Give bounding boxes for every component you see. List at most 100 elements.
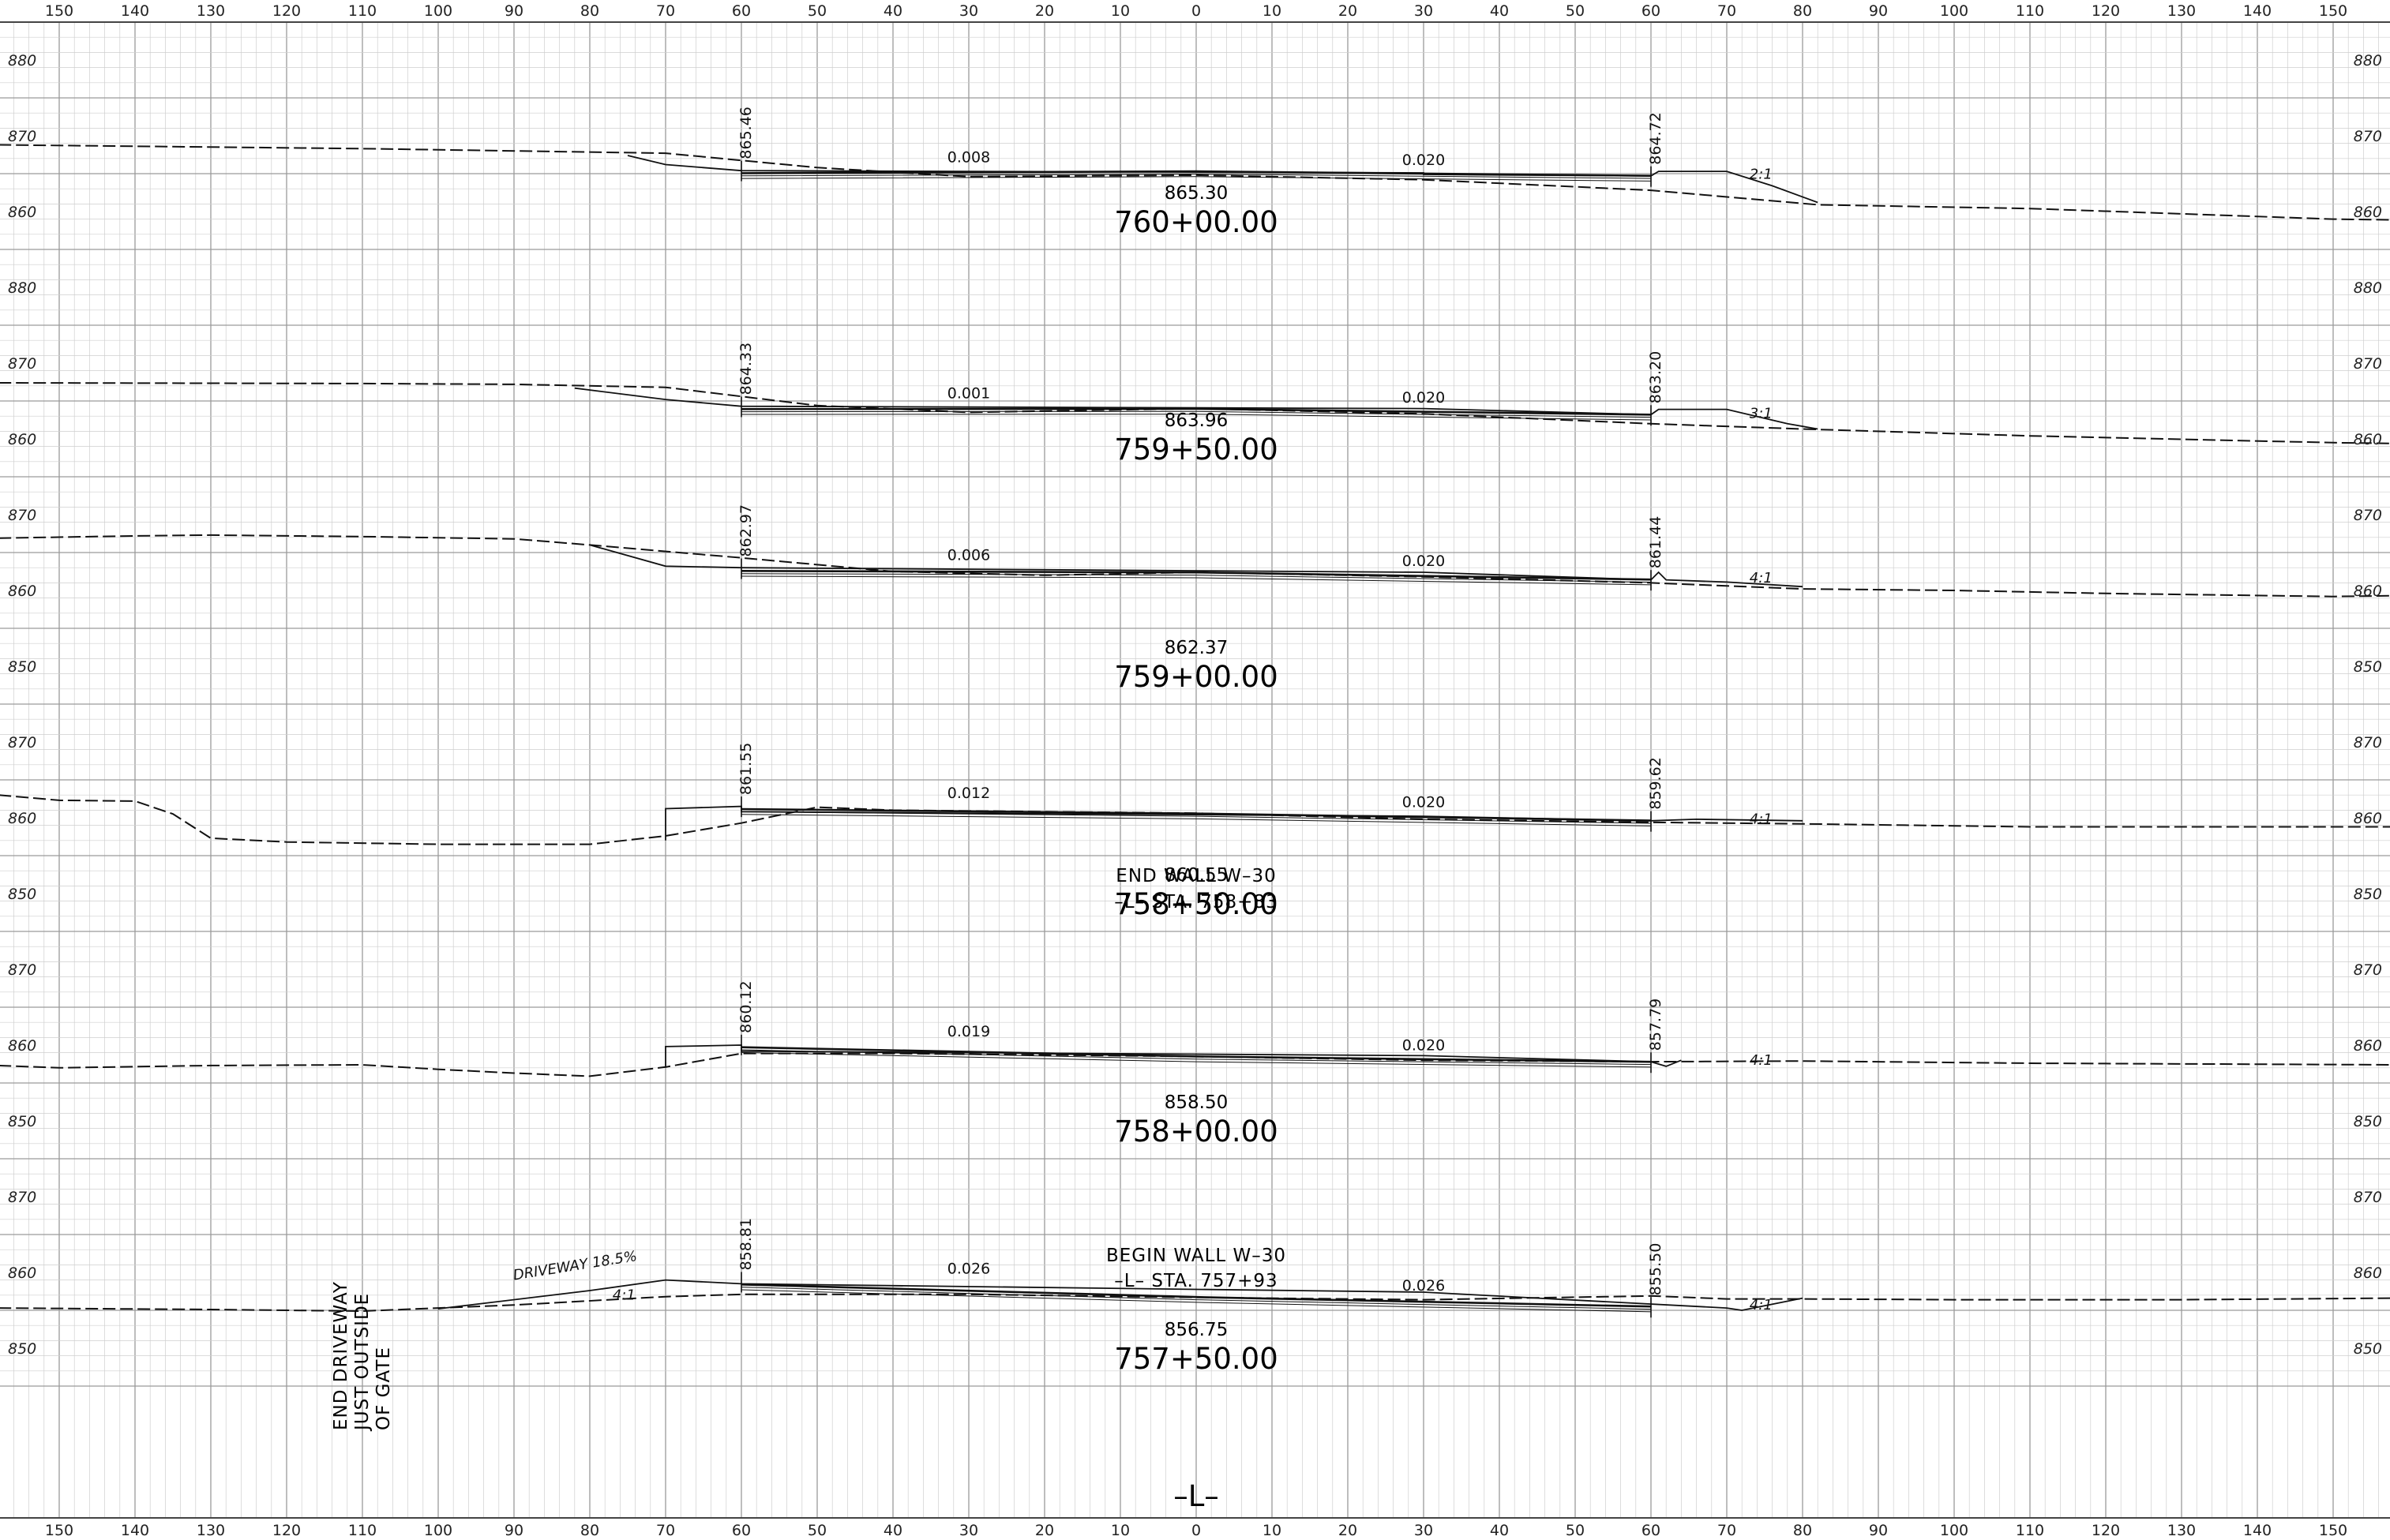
elevation-label-left: 860	[8, 431, 36, 448]
offset-tick-top: 10	[1111, 2, 1130, 20]
pavement-layer	[741, 814, 1652, 826]
offset-tick-bottom: 30	[959, 1522, 978, 1539]
offset-tick-bottom: 120	[272, 1522, 301, 1539]
station-label: 759+00.00	[1114, 660, 1278, 694]
centerline-grade: 865.30	[1165, 183, 1228, 204]
right-cross-slope: 0.020	[1402, 152, 1445, 169]
side-slope-ratio: 4:1	[1750, 570, 1773, 586]
side-slope-ratio: 2:1	[1750, 167, 1773, 183]
pavement-layer	[741, 575, 1652, 586]
centerline-label: –L–	[1173, 1479, 1219, 1513]
side-slope-ratio: 4:1	[1750, 1297, 1773, 1313]
offset-tick-bottom: 110	[348, 1522, 377, 1539]
offset-tick-top: 140	[2243, 2, 2272, 20]
elevation-label-left: 860	[8, 1265, 36, 1282]
elevation-label-right: 870	[2354, 961, 2382, 979]
side-slope-ratio: 4:1	[1750, 1052, 1773, 1069]
offset-tick-top: 40	[884, 2, 902, 20]
elevation-label-right: 870	[2354, 128, 2382, 145]
offset-tick-top: 10	[1263, 2, 1281, 20]
elevation-label-left: 880	[8, 52, 36, 69]
left-edge-grade: 858.81	[737, 1218, 755, 1270]
offset-tick-bottom: 20	[1035, 1522, 1054, 1539]
offset-tick-top: 20	[1338, 2, 1357, 20]
offset-tick-top: 70	[656, 2, 675, 20]
pavement-layer	[741, 569, 1652, 581]
end-driveway-line1: END DRIVEWAY	[331, 1281, 351, 1430]
offset-tick-bottom: 60	[732, 1522, 751, 1539]
offset-tick-top: 60	[1641, 2, 1660, 20]
offset-tick-top: 20	[1035, 2, 1054, 20]
pavement-layer	[741, 1051, 1652, 1068]
offset-tick-bottom: 100	[1940, 1522, 1968, 1539]
pavement-layer	[741, 1283, 1652, 1308]
elevation-label-right: 850	[2354, 658, 2382, 676]
elevation-label-left: 860	[8, 1037, 36, 1055]
elevation-label-left: 870	[8, 128, 36, 145]
offset-tick-top: 120	[272, 2, 301, 20]
pavement-layer	[741, 170, 1652, 177]
elevation-label-right: 860	[2354, 431, 2382, 448]
elevation-label-left: 850	[8, 658, 36, 676]
section-labels: 880 880 870 870 860 860 865.46 864.72 0.008 0.020…	[8, 52, 2382, 1376]
elevation-label-right: 860	[2354, 204, 2382, 221]
end-wall-note: END WALL W–30 –L– STA. 758+83	[1114, 866, 1277, 912]
pavement-layer	[741, 811, 1652, 824]
station-label: 759+50.00	[1114, 433, 1278, 466]
left-edge-grade: 862.97	[737, 504, 755, 556]
offset-tick-top: 30	[1414, 2, 1433, 20]
profile-lines	[0, 144, 2390, 1318]
offset-tick-bottom: 10	[1263, 1522, 1281, 1539]
driveway-grade: DRIVEWAY 18.5%	[512, 1248, 638, 1284]
left-cross-slope: 0.008	[947, 149, 990, 167]
end-driveway-note: END DRIVEWAY JUST OUTSIDE OF GATE	[331, 1281, 394, 1432]
offset-tick-bottom: 40	[1490, 1522, 1509, 1539]
elevation-label-left: 860	[8, 204, 36, 221]
existing-ground-line	[0, 534, 2390, 598]
elevation-label-left: 850	[8, 1113, 36, 1130]
elevation-label-left: 870	[8, 734, 36, 751]
offset-tick-bottom: 80	[580, 1522, 599, 1539]
side-slope-ratio: 4:1	[1750, 811, 1773, 828]
axis-labels: 1501501401401301301201201101101001009090…	[45, 2, 2347, 1539]
offset-tick-top: 80	[1793, 2, 1812, 20]
pavement-layer	[741, 1289, 1652, 1313]
right-cross-slope: 0.026	[1402, 1277, 1445, 1295]
existing-ground-line	[0, 144, 2390, 221]
offset-tick-bottom: 80	[1793, 1522, 1812, 1539]
driveway-side-slope: 4:1	[613, 1287, 636, 1304]
centerline-grade: 856.75	[1165, 1320, 1228, 1340]
right-cross-slope: 0.020	[1402, 389, 1445, 407]
pavement-layer	[741, 1049, 1652, 1066]
offset-tick-top: 110	[2016, 2, 2044, 20]
offset-tick-top: 30	[959, 2, 978, 20]
elevation-label-right: 860	[2354, 583, 2382, 600]
offset-tick-bottom: 100	[424, 1522, 452, 1539]
offset-tick-top: 60	[732, 2, 751, 20]
elevation-label-left: 870	[8, 961, 36, 979]
centerline-grade: 860.55	[1165, 865, 1228, 886]
right-edge-grade: 861.44	[1647, 516, 1664, 568]
offset-tick-top: 80	[580, 2, 599, 20]
offset-tick-top: 40	[1490, 2, 1509, 20]
offset-tick-bottom: 30	[1414, 1522, 1433, 1539]
station-label: 760+00.00	[1114, 205, 1278, 239]
side-slope-ratio: 3:1	[1750, 405, 1773, 422]
elevation-label-left: 850	[8, 886, 36, 903]
offset-tick-bottom: 150	[45, 1522, 73, 1539]
offset-tick-bottom: 60	[1641, 1522, 1660, 1539]
offset-tick-bottom: 70	[656, 1522, 675, 1539]
grid	[0, 21, 2390, 1519]
offset-tick-bottom: 50	[808, 1522, 827, 1539]
right-cross-slope: 0.020	[1402, 794, 1445, 811]
elevation-label-right: 850	[2354, 886, 2382, 903]
elevation-label-right: 880	[2354, 279, 2382, 297]
station-label: 758+50.00	[1114, 887, 1278, 921]
elevation-label-right: 860	[2354, 1037, 2382, 1055]
right-edge-grade: 857.79	[1647, 999, 1664, 1051]
offset-tick-bottom: 140	[121, 1522, 149, 1539]
offset-tick-top: 140	[121, 2, 149, 20]
offset-tick-bottom: 90	[505, 1522, 523, 1539]
offset-tick-bottom: 0	[1191, 1522, 1201, 1539]
